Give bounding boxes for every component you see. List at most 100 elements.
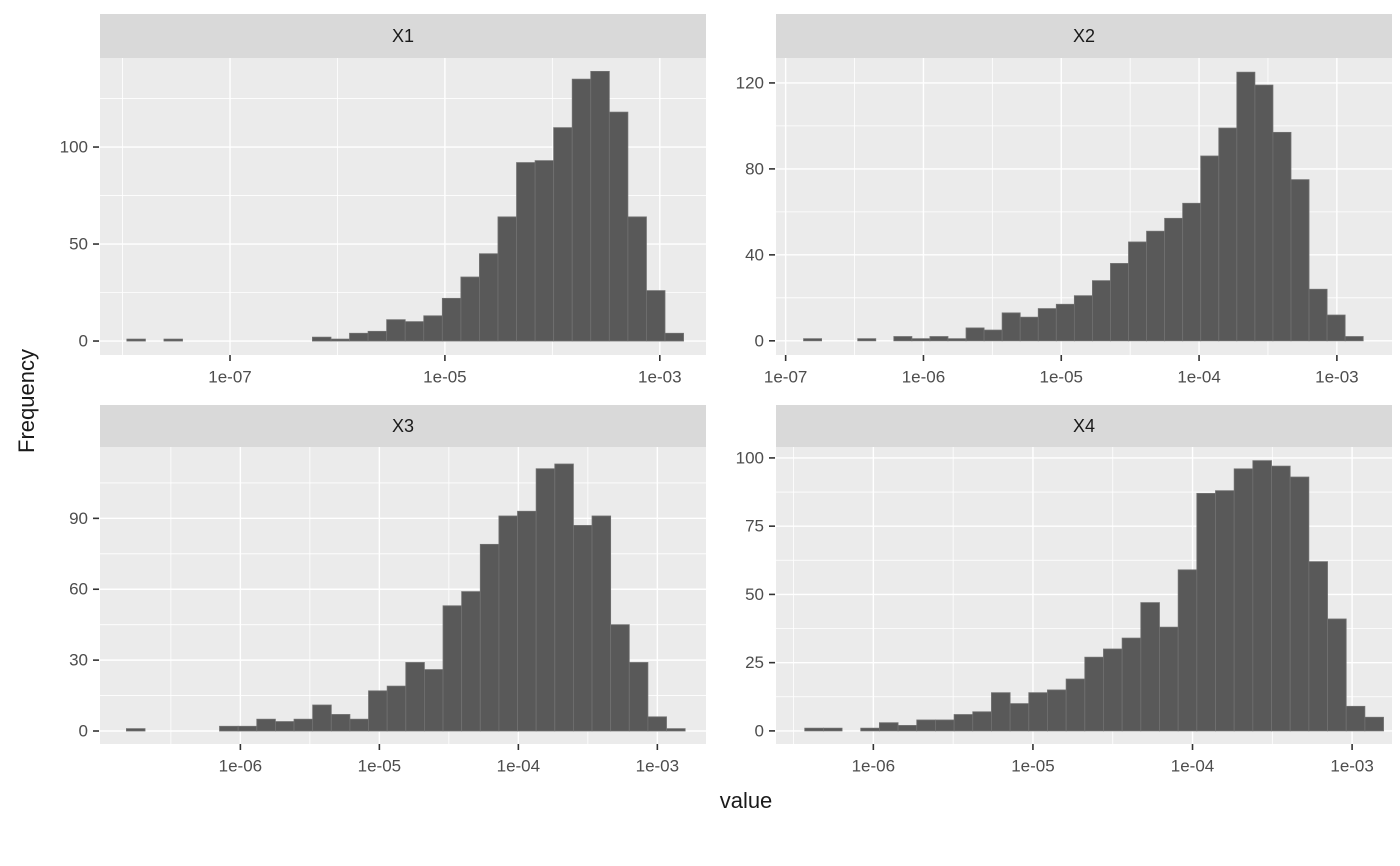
- y-tick-label: 0: [755, 331, 764, 350]
- histogram-bars: [803, 71, 1364, 342]
- histogram-bar: [312, 704, 332, 732]
- facet-strip-label: X3: [391, 415, 415, 436]
- x-tick-label: 1e-07: [208, 368, 251, 387]
- histogram-bar: [349, 718, 369, 732]
- histogram-bar: [929, 336, 949, 342]
- x-tick-label: 1e-05: [423, 368, 466, 387]
- histogram-bar: [1001, 312, 1021, 342]
- histogram-bar: [293, 718, 314, 732]
- y-tick-label: 40: [745, 245, 764, 264]
- histogram-bar: [1028, 692, 1048, 732]
- histogram-bar: [1037, 308, 1057, 342]
- y-tick-label: 30: [69, 651, 88, 670]
- x-tick-label: 1e-05: [1040, 368, 1083, 387]
- y-tick-label: 50: [69, 235, 88, 254]
- histogram-bar: [1215, 490, 1235, 732]
- histogram-bar: [441, 297, 462, 342]
- histogram-bar: [628, 662, 649, 732]
- x-tick-label: 1e-06: [219, 757, 262, 776]
- histogram-bar: [461, 591, 481, 732]
- histogram-bar: [330, 714, 351, 732]
- histogram-bar: [1254, 84, 1274, 342]
- histogram-bar: [534, 160, 555, 342]
- facet-strip-x1: X1: [100, 14, 706, 58]
- histogram-bar: [126, 338, 146, 342]
- histogram-bar: [1271, 465, 1291, 732]
- histogram-bar: [1218, 127, 1238, 342]
- facet-strip-label: X1: [391, 25, 415, 46]
- x-tick-label: 1e-04: [497, 757, 540, 776]
- histogram-bar: [330, 338, 350, 342]
- y-tick-label: 50: [745, 585, 764, 604]
- histogram-bar: [126, 728, 146, 732]
- histogram-bar: [386, 319, 406, 342]
- histogram-bar: [368, 690, 388, 732]
- x-tick-label: 1e-05: [358, 757, 401, 776]
- histogram-bar: [935, 719, 955, 732]
- histogram-bar: [1289, 476, 1310, 732]
- y-tick-label: 60: [69, 580, 88, 599]
- histogram-bars: [804, 460, 1384, 732]
- histogram-bar: [1103, 648, 1123, 732]
- histogram-bar: [460, 276, 480, 342]
- histogram-bar: [1128, 241, 1147, 342]
- histogram-bar: [1182, 202, 1202, 342]
- histogram-bar: [479, 253, 499, 342]
- y-axis-title: Frequency: [14, 349, 39, 453]
- x-axis-title: value: [719, 788, 773, 813]
- histogram-bar: [1055, 303, 1075, 342]
- histogram-bar: [911, 338, 931, 342]
- x-tick-label: 1e-04: [1171, 757, 1214, 776]
- histogram-bar: [1236, 71, 1256, 342]
- histogram-bar: [367, 330, 388, 342]
- y-tick-label: 120: [736, 73, 764, 92]
- x-tick-label: 1e-05: [1011, 757, 1054, 776]
- histogram-bar: [405, 662, 425, 732]
- histogram-bar: [1252, 460, 1272, 732]
- histogram-bar: [516, 162, 536, 342]
- histogram-bar: [1345, 705, 1366, 732]
- histogram-bar: [1308, 561, 1328, 732]
- facet-X4: 1e-06 1e-05 1e-04 1e-03 0 25 50 75 100: [736, 447, 1392, 776]
- x-tick-label: 1e-03: [1315, 368, 1358, 387]
- histogram-bar: [1047, 689, 1067, 732]
- histogram-bar: [1164, 217, 1184, 342]
- histogram-bar: [404, 321, 425, 342]
- histogram-bar: [823, 727, 843, 732]
- histogram-bar: [1200, 155, 1220, 342]
- y-tick-label: 0: [79, 332, 88, 351]
- facet-strip-x3: X3: [100, 405, 706, 447]
- histogram-bar: [991, 692, 1011, 732]
- histogram-bar: [163, 338, 183, 342]
- histogram-bar: [1019, 316, 1039, 342]
- y-axis: 0 30 60 90: [69, 509, 99, 741]
- histogram-bar: [983, 329, 1003, 342]
- histogram-bar: [219, 725, 239, 732]
- histogram-bar: [1344, 336, 1364, 342]
- histogram-bar: [571, 78, 592, 342]
- x-axis: 1e-06 1e-05 1e-04 1e-03: [219, 744, 679, 776]
- histogram-bar: [610, 624, 630, 732]
- histogram-bar: [947, 338, 967, 342]
- histogram-bars: [126, 463, 686, 732]
- histogram-bar: [1196, 493, 1216, 732]
- histogram-bar: [1009, 703, 1030, 732]
- histogram-bar: [803, 338, 823, 342]
- x-tick-label: 1e-03: [636, 757, 679, 776]
- histogram-bar: [857, 338, 877, 342]
- y-axis: 0 40 80 120: [736, 73, 775, 350]
- y-tick-label: 75: [745, 517, 764, 536]
- histogram-bar: [804, 727, 824, 732]
- histogram-bar: [517, 510, 537, 732]
- facet-X1: 1e-07 1e-05 1e-03 0 50 100: [60, 58, 706, 387]
- histogram-bar: [860, 727, 880, 732]
- histogram-bar: [479, 543, 500, 732]
- histogram-bar: [1364, 716, 1384, 732]
- histogram-bar: [1290, 179, 1310, 342]
- histogram-bar: [349, 332, 369, 342]
- histogram-bar: [646, 290, 666, 342]
- histogram-bar: [664, 332, 684, 342]
- histogram-bar: [1159, 626, 1179, 732]
